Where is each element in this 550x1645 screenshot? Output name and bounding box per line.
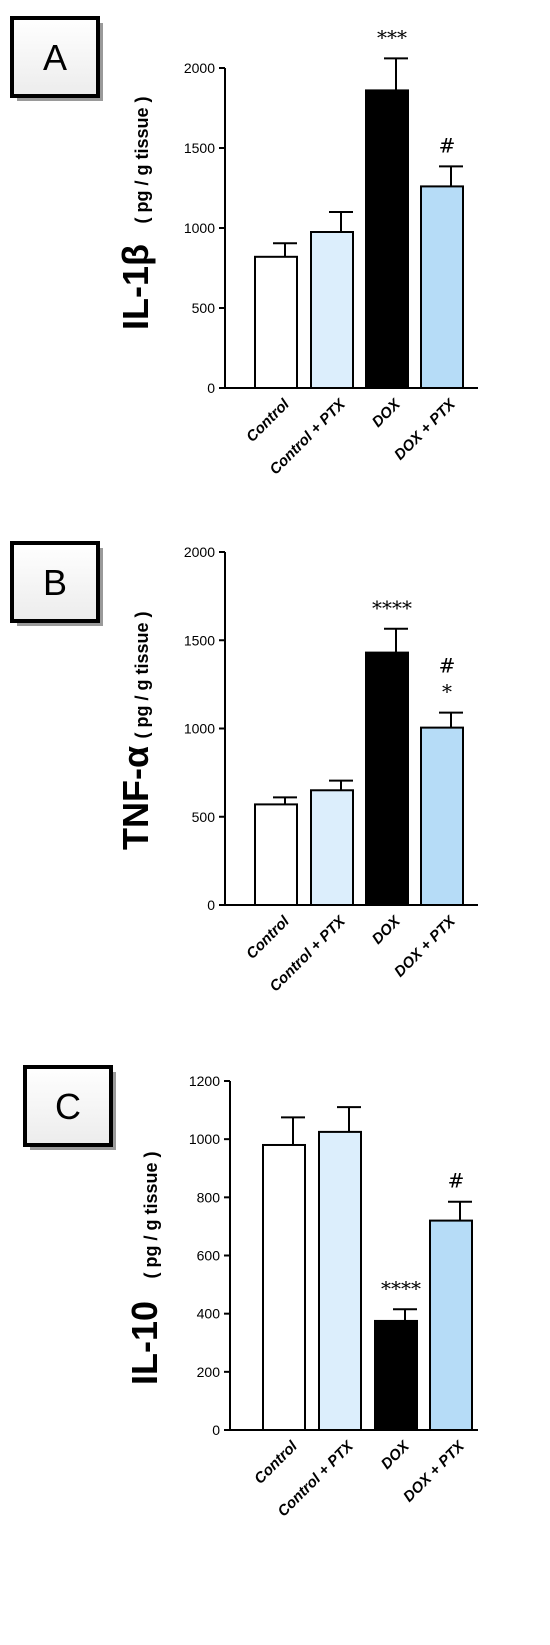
- y-tick-label: 0: [212, 1422, 220, 1438]
- panel-letter-box: [10, 16, 100, 98]
- y-tick-label: 1500: [184, 140, 215, 156]
- y-axis-unit: ( pg / g tissue ): [132, 96, 152, 223]
- significance-marker: ****: [372, 596, 412, 620]
- panel-letter: C: [55, 1086, 81, 1127]
- bar-1: [254, 803, 298, 907]
- y-tick-label: 800: [197, 1189, 221, 1205]
- significance-marker: ***: [377, 25, 407, 49]
- bar-3: [374, 1319, 418, 1431]
- bar-2: [310, 231, 354, 389]
- significance-marker: #: [439, 133, 456, 157]
- bar-4: [420, 185, 464, 389]
- y-axis-unit: ( pg / g tissue ): [132, 611, 152, 738]
- panel-c: C 0 200 400 600 800 1000 1200 IL-10 ( pg / g tiss…: [23, 1065, 478, 1520]
- bar-3: [365, 651, 409, 906]
- y-tick-label: 1000: [189, 1131, 220, 1147]
- y-tick-label: 600: [197, 1248, 221, 1264]
- significance-marker: #: [448, 1169, 465, 1193]
- y-tick-label: 1500: [184, 632, 215, 648]
- y-tick-label: 1200: [189, 1073, 220, 1089]
- y-tick-label: 0: [207, 897, 215, 913]
- y-tick-label: 1000: [184, 721, 215, 737]
- y-tick-label: 2000: [184, 60, 215, 76]
- x-category-label: DOX: [378, 1437, 414, 1473]
- y-axis-title: TNF-α: [115, 746, 156, 850]
- bar-2: [318, 1130, 362, 1432]
- x-category-label: Control: [251, 1437, 301, 1487]
- x-category-label: Control: [243, 395, 293, 445]
- panel-a: A 0 500 1000 1500 2000 IL-1β ( pg / g tissue ) C…: [10, 16, 478, 478]
- panel-letter-box: [10, 541, 100, 623]
- x-category-label: DOX: [369, 912, 405, 948]
- y-tick-label: 0: [207, 380, 215, 396]
- bar-1: [262, 1143, 306, 1431]
- panel-letter-box: [23, 1065, 113, 1147]
- bar-1: [254, 255, 298, 389]
- x-category-label: Control: [243, 912, 293, 962]
- significance-marker: *: [442, 680, 452, 704]
- y-tick-label: 500: [192, 809, 216, 825]
- y-tick-label: 200: [197, 1364, 221, 1380]
- x-category-label: DOX: [369, 395, 405, 431]
- panel-b: B 0 500 1000 1500 2000 TNF-α ( pg / g tissue ) C…: [10, 541, 478, 995]
- y-axis-title: IL-1β: [115, 244, 156, 330]
- y-tick-label: 2000: [184, 544, 215, 560]
- y-tick-label: 1000: [184, 220, 215, 236]
- y-axis-unit: ( pg / g tissue ): [141, 1151, 161, 1278]
- bar-2: [310, 789, 354, 907]
- panel-letter: A: [43, 37, 67, 78]
- significance-marker: #: [439, 654, 456, 678]
- y-axis-title: IL-10: [124, 1301, 165, 1385]
- y-tick-label: 400: [197, 1306, 221, 1322]
- bar-4: [429, 1219, 473, 1431]
- panel-letter: B: [43, 562, 67, 603]
- bar-3: [365, 89, 409, 390]
- bar-4: [420, 726, 464, 906]
- significance-marker: ****: [381, 1276, 421, 1300]
- y-tick-label: 500: [192, 300, 216, 316]
